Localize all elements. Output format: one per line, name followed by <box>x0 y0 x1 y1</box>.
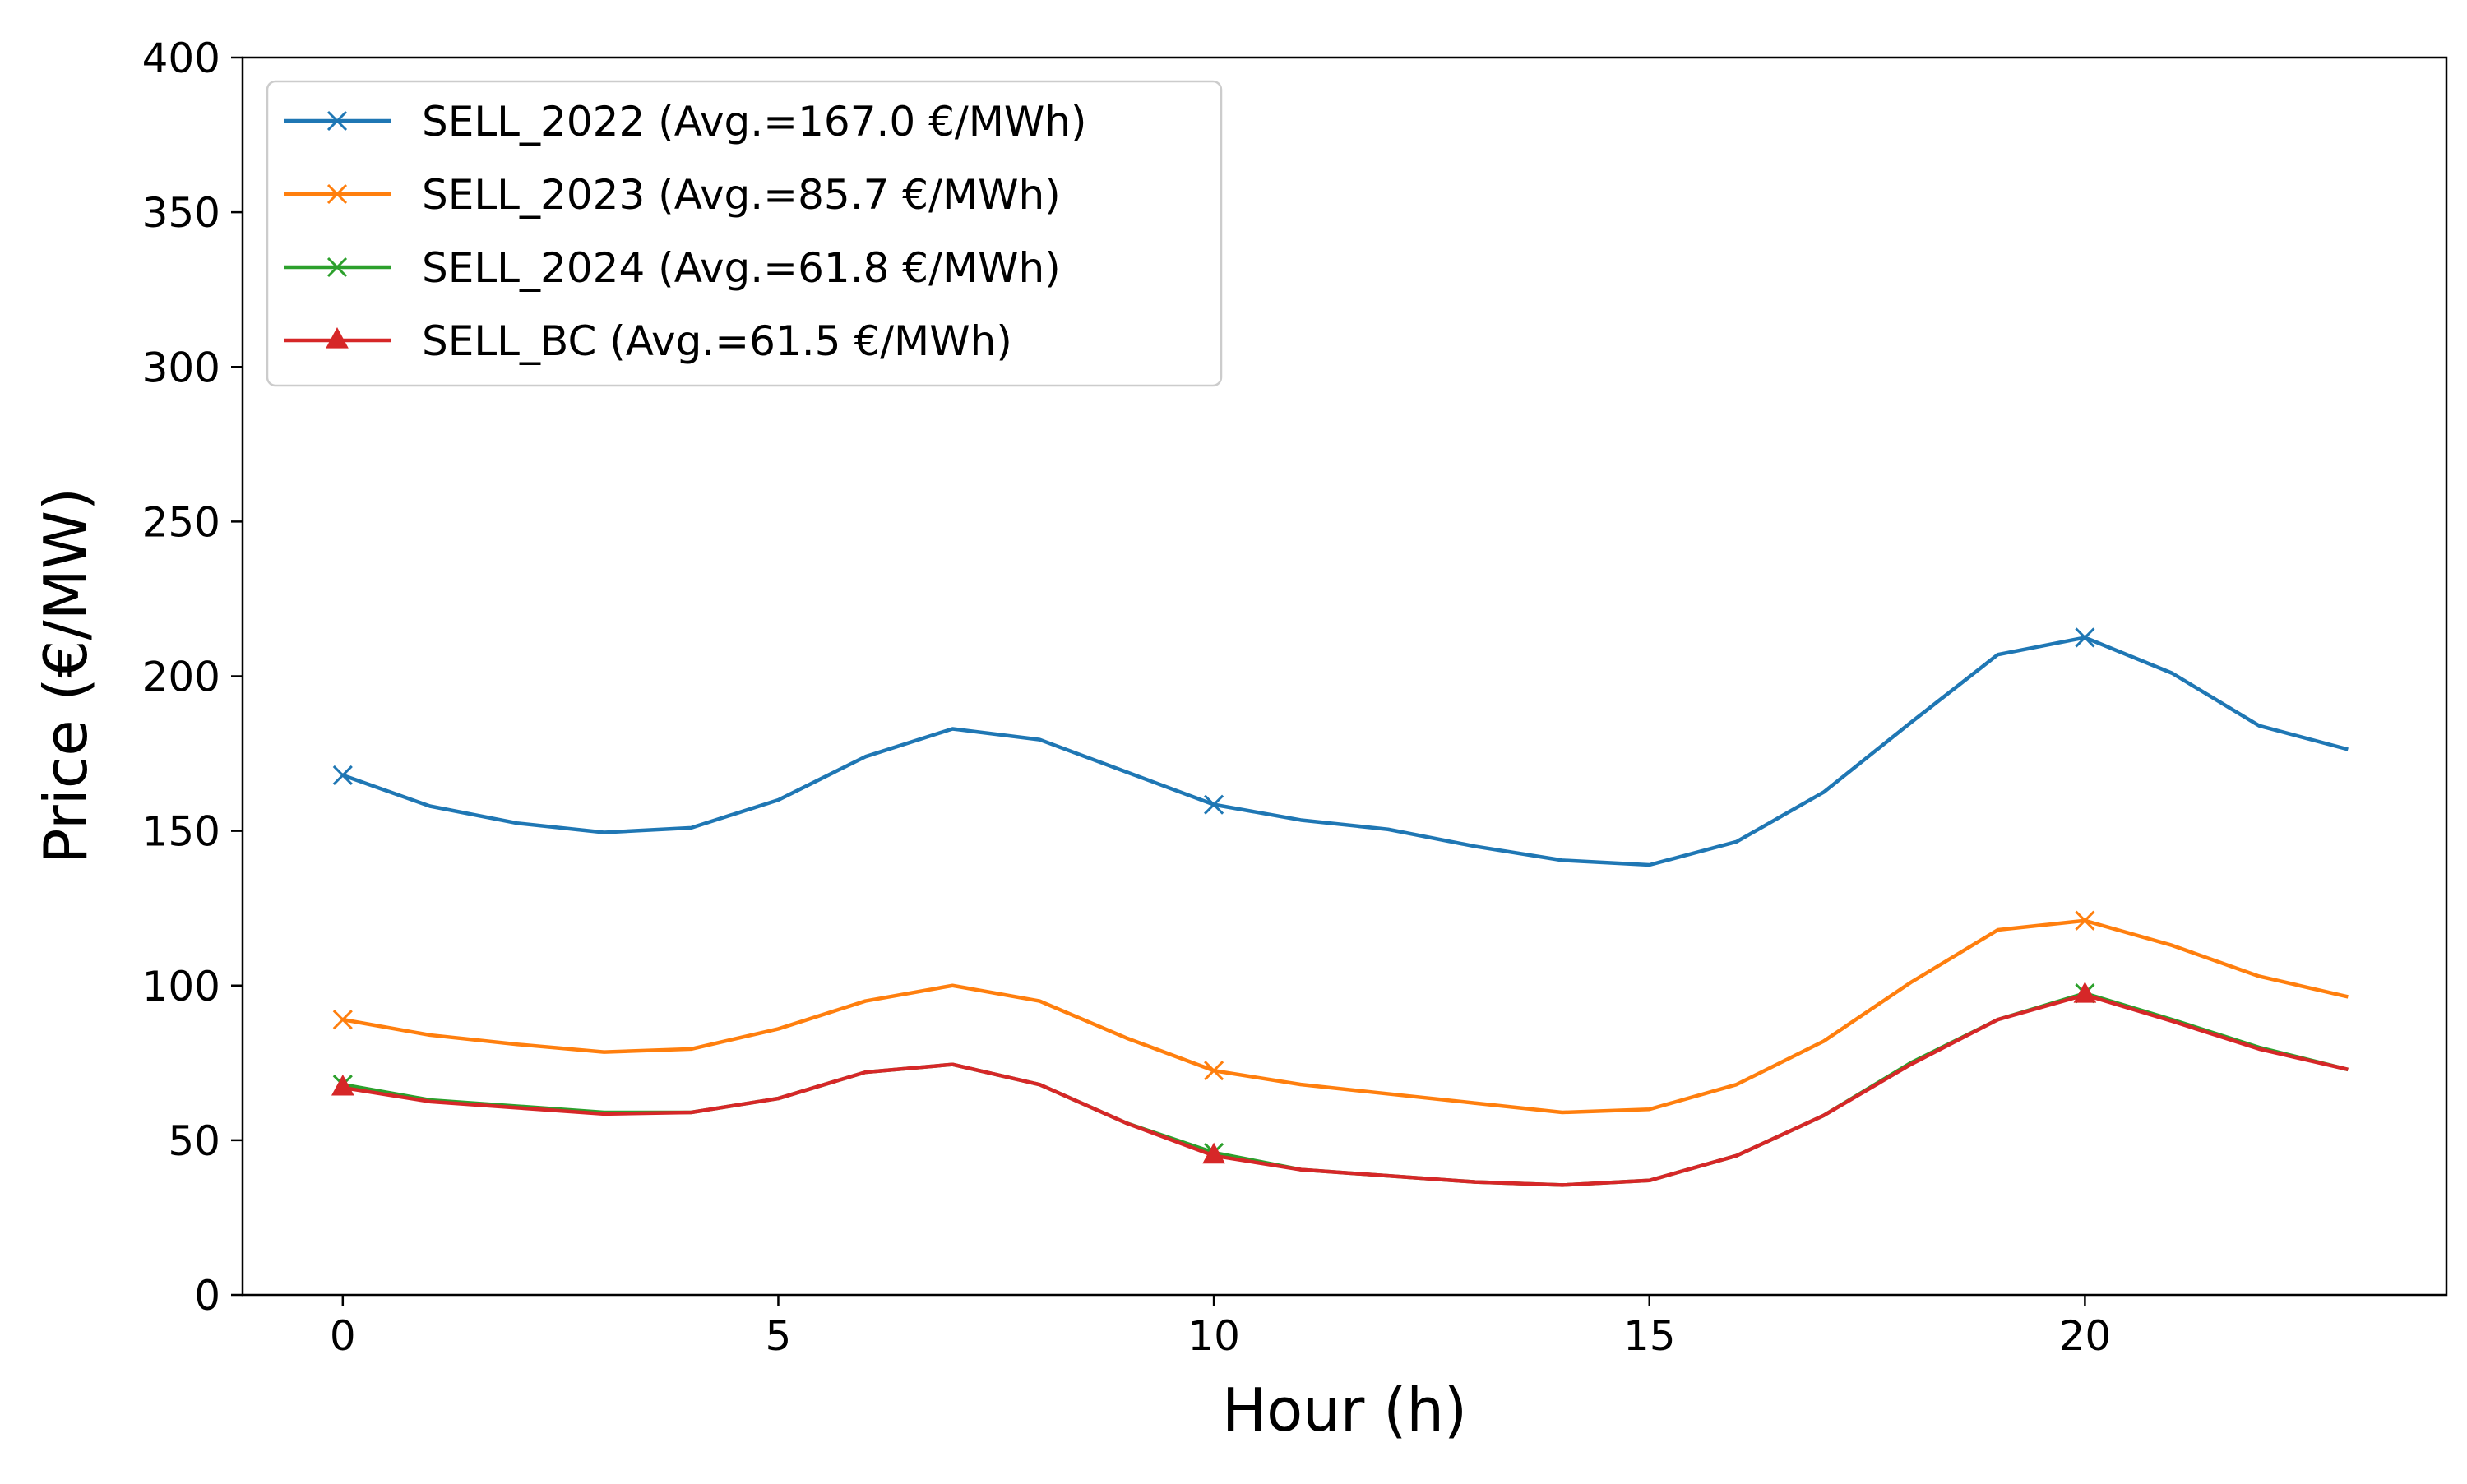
data-point-marker <box>1202 1142 1225 1164</box>
legend-marker <box>326 257 348 278</box>
data-point-marker <box>331 1074 354 1096</box>
series-layer <box>331 627 2349 1187</box>
data-point-marker <box>1204 794 1224 815</box>
series-3 <box>332 983 2349 1187</box>
x-tick-label: 10 <box>1187 1312 1240 1360</box>
y-tick-label: 150 <box>142 808 220 856</box>
series-1 <box>332 627 2349 867</box>
data-point-marker <box>2075 910 2095 931</box>
y-tick-label: 250 <box>142 498 220 546</box>
legend-entry-2: SELL_2023 (Avg.=85.7 €/MWh) <box>284 171 1061 219</box>
legend-label: SELL_2023 (Avg.=85.7 €/MWh) <box>422 171 1061 219</box>
y-axis: 0 50 100 150 200 250 300 350 400 <box>142 35 243 1320</box>
series-line <box>340 992 2349 1187</box>
legend-entry-1: SELL_2022 (Avg.=167.0 €/MWh) <box>284 98 1087 146</box>
x-tick-label: 20 <box>2059 1312 2112 1360</box>
y-tick-label: 0 <box>194 1272 220 1320</box>
series-4 <box>331 982 2349 1187</box>
data-point-marker <box>332 1010 353 1030</box>
y-tick-label: 300 <box>142 344 220 391</box>
legend-entry-4: SELL_BC (Avg.=61.5 €/MWh) <box>284 317 1012 365</box>
legend-entries: SELL_2022 (Avg.=167.0 €/MWh) SELL_2023 (A… <box>284 98 1087 365</box>
legend-marker <box>326 326 349 349</box>
x-axis-title: Hour (h) <box>1222 1375 1467 1445</box>
series-line <box>340 636 2349 867</box>
x-tick-label: 5 <box>766 1312 792 1360</box>
legend-entry-3: SELL_2024 (Avg.=61.8 €/MWh) <box>284 244 1061 292</box>
data-point-marker <box>1204 1061 1224 1081</box>
data-point-marker <box>2073 982 2097 1003</box>
y-tick-label: 350 <box>142 189 220 237</box>
legend-label: SELL_2024 (Avg.=61.8 €/MWh) <box>422 244 1061 292</box>
series-2 <box>332 910 2349 1115</box>
y-tick-label: 200 <box>142 654 220 701</box>
legend-label: SELL_BC (Avg.=61.5 €/MWh) <box>422 317 1012 365</box>
legend-marker <box>326 183 348 205</box>
legend-box <box>266 80 1223 387</box>
legend-marker <box>326 110 348 132</box>
data-point-marker <box>332 765 353 785</box>
x-tick-label: 0 <box>330 1312 356 1360</box>
data-point-marker <box>2075 627 2095 648</box>
x-axis: 0 5 10 15 20 <box>330 1295 2111 1360</box>
legend: SELL_2022 (Avg.=167.0 €/MWh) SELL_2023 (A… <box>266 80 1223 387</box>
legend-label: SELL_2022 (Avg.=167.0 €/MWh) <box>422 98 1087 146</box>
y-tick-label: 400 <box>142 35 220 82</box>
series-line <box>340 918 2349 1115</box>
y-axis-title: Price (€/MW) <box>31 488 100 864</box>
y-tick-label: 100 <box>142 963 220 1010</box>
x-tick-label: 15 <box>1623 1312 1676 1360</box>
y-tick-label: 50 <box>168 1117 220 1165</box>
